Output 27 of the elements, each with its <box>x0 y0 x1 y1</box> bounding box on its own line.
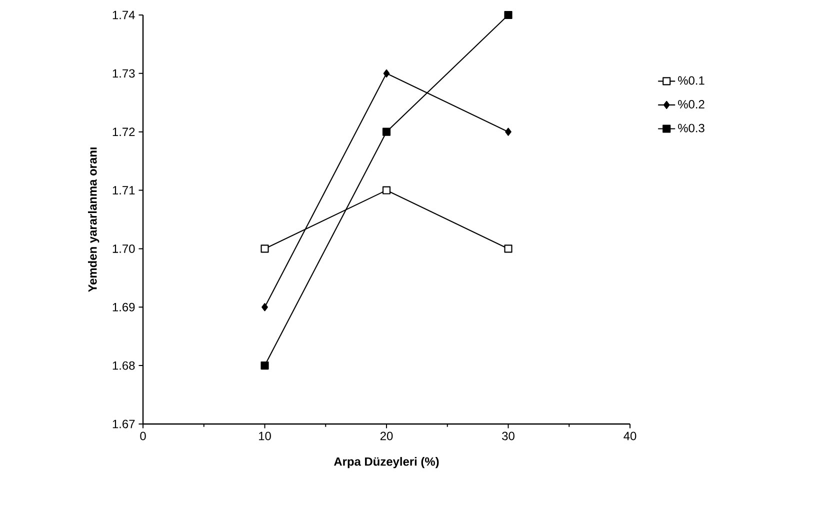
y-tick-label: 1.73 <box>112 69 135 78</box>
y-tick-label: 1.68 <box>112 361 135 370</box>
point <box>262 303 268 312</box>
y-tick-label: 1.71 <box>112 186 135 194</box>
point <box>505 128 512 136</box>
point <box>504 10 512 20</box>
x-tick-label: 0 <box>140 432 146 440</box>
point <box>260 362 269 370</box>
legend-label: %0.2 <box>678 100 704 109</box>
y-axis-title: Yemden yararlanma oranı <box>88 148 100 292</box>
x-tick-label: 30 <box>502 432 514 440</box>
x-axis-title: Arpa Düzeyleri (%) <box>334 457 439 468</box>
legend-label: %0.3 <box>678 124 704 132</box>
point <box>382 186 391 194</box>
x-tick-label: 20 <box>380 432 393 440</box>
point <box>383 69 390 78</box>
x-tick-label: 10 <box>259 432 271 440</box>
point <box>382 128 391 136</box>
y-tick-label: 1.72 <box>112 128 135 136</box>
y-tick-label: 1.70 <box>112 244 135 253</box>
y-tick-label: 1.74 <box>112 10 135 20</box>
point <box>260 244 269 253</box>
x-tick-label: 40 <box>624 432 636 440</box>
y-tick-label: 1.67 <box>112 420 135 428</box>
y-tick-label: 1.69 <box>112 302 135 312</box>
point <box>504 244 512 253</box>
legend-label: %0.1 <box>678 76 704 85</box>
